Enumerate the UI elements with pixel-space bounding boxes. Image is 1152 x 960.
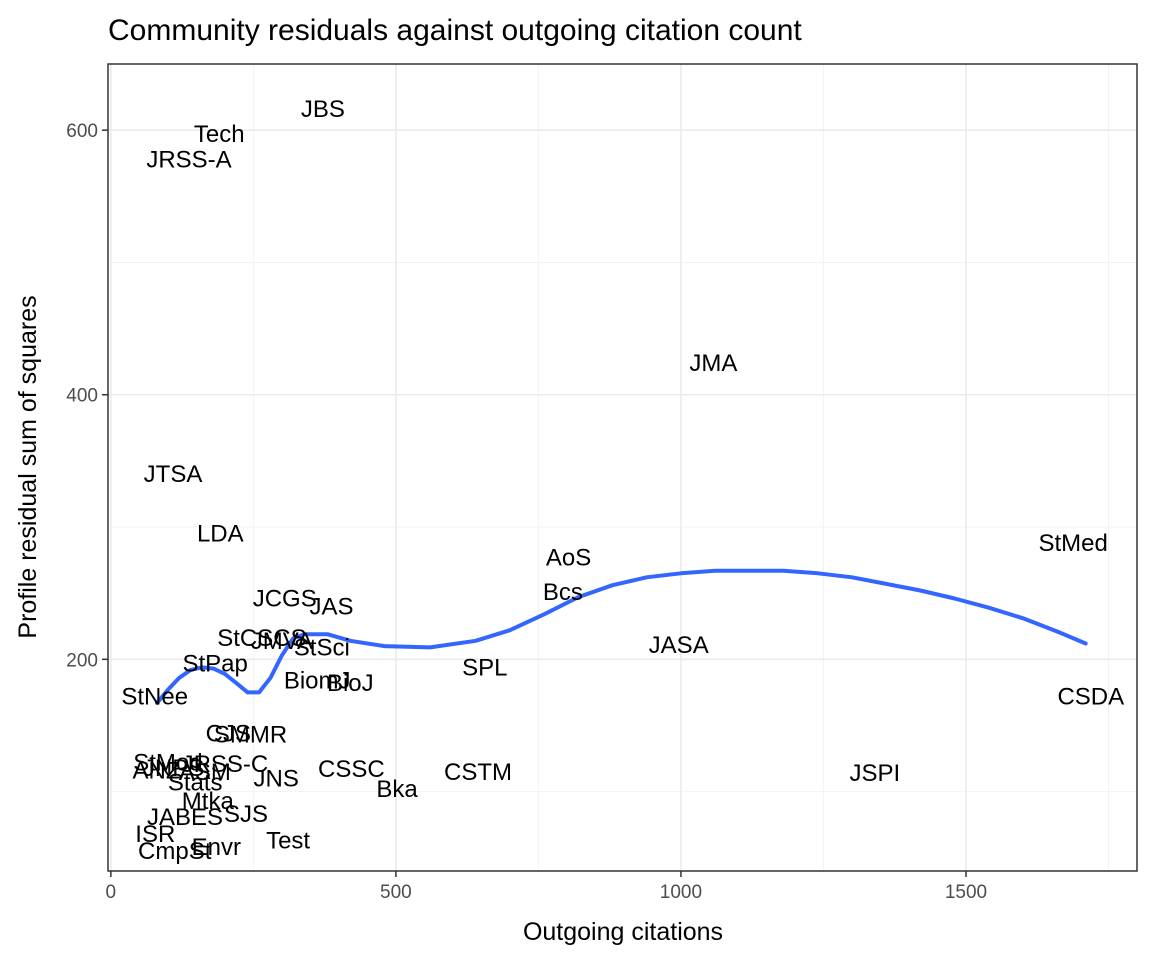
point-label-jtsa: JTSA	[144, 461, 203, 488]
point-label-bioj: BioJ	[327, 670, 374, 697]
point-label-jns: JNS	[254, 765, 299, 792]
point-label-stmod: StMod	[133, 750, 202, 777]
point-label-jma: JMA	[689, 350, 737, 377]
point-label-bcs: Bcs	[543, 579, 583, 606]
point-label-jbs: JBS	[301, 96, 345, 123]
point-label-stnee: StNee	[121, 683, 188, 710]
point-label-aos: AoS	[546, 545, 591, 572]
point-label-jnps: JNPS	[143, 755, 204, 782]
point-label-biomj: BiomJ	[284, 668, 351, 695]
y-tick-label: 400	[66, 386, 98, 407]
point-label-anz: ANZ	[133, 758, 181, 785]
point-label-spl: SPL	[462, 654, 507, 681]
y-tick-label: 200	[66, 650, 98, 671]
point-label-jrss-a: JRSS-A	[146, 146, 231, 173]
point-label-stpap: StPap	[183, 650, 248, 677]
point-label-jspi: JSPI	[849, 760, 900, 787]
point-label-envr: Envr	[192, 834, 241, 861]
point-label-jrss-c: JRSS-C	[182, 751, 269, 778]
smooth-trend-line	[155, 568, 1088, 705]
point-label-stcscs: StCSCS	[217, 625, 306, 652]
point-label-cjs: CJS	[206, 720, 251, 747]
point-label-stats: Stats	[168, 769, 223, 796]
point-label-jasa: JASA	[649, 632, 709, 659]
point-label-stsci: StSci	[294, 634, 350, 661]
plot-panel-border	[107, 63, 1138, 872]
point-label-bka: Bka	[376, 776, 418, 803]
point-label-jabes: JABES	[147, 804, 223, 831]
point-label-cmpst: CmpSt	[138, 838, 212, 865]
point-label-isr: ISR	[135, 821, 175, 848]
point-label-jcgs: JCGS	[253, 586, 317, 613]
point-label-cssc: CSSC	[318, 756, 385, 783]
point-label-stmed: StMed	[1039, 530, 1108, 557]
point-label-jmva: JMVA	[251, 628, 313, 655]
point-label-cstm: CSTM	[444, 759, 512, 786]
point-label-sjs: SJS	[224, 801, 268, 828]
point-label-lda: LDA	[197, 521, 244, 548]
point-label-jas: JAS	[309, 593, 353, 620]
y-tick-label: 600	[66, 121, 98, 142]
axes: 0 500 1000 1500 200 400 600	[66, 121, 987, 903]
point-label-smmr: SMMR	[214, 722, 287, 749]
point-label-asm: ASM	[179, 759, 231, 786]
smooth-trend-layer	[155, 568, 1088, 705]
x-tick-label: 0	[106, 882, 117, 903]
point-label-csda: CSDA	[1057, 683, 1124, 710]
point-label-test: Test	[266, 828, 310, 855]
point-label-tech: Tech	[194, 121, 245, 148]
chart-title: Community residuals against outgoing cit…	[108, 14, 802, 47]
x-tick-label: 1500	[945, 882, 987, 903]
y-axis-title: Profile residual sum of squares	[14, 295, 42, 638]
point-label-mtka: Mtka	[182, 788, 235, 815]
x-tick-label: 500	[380, 882, 412, 903]
x-axis-title: Outgoing citations	[523, 918, 723, 946]
x-tick-label: 1000	[660, 882, 702, 903]
